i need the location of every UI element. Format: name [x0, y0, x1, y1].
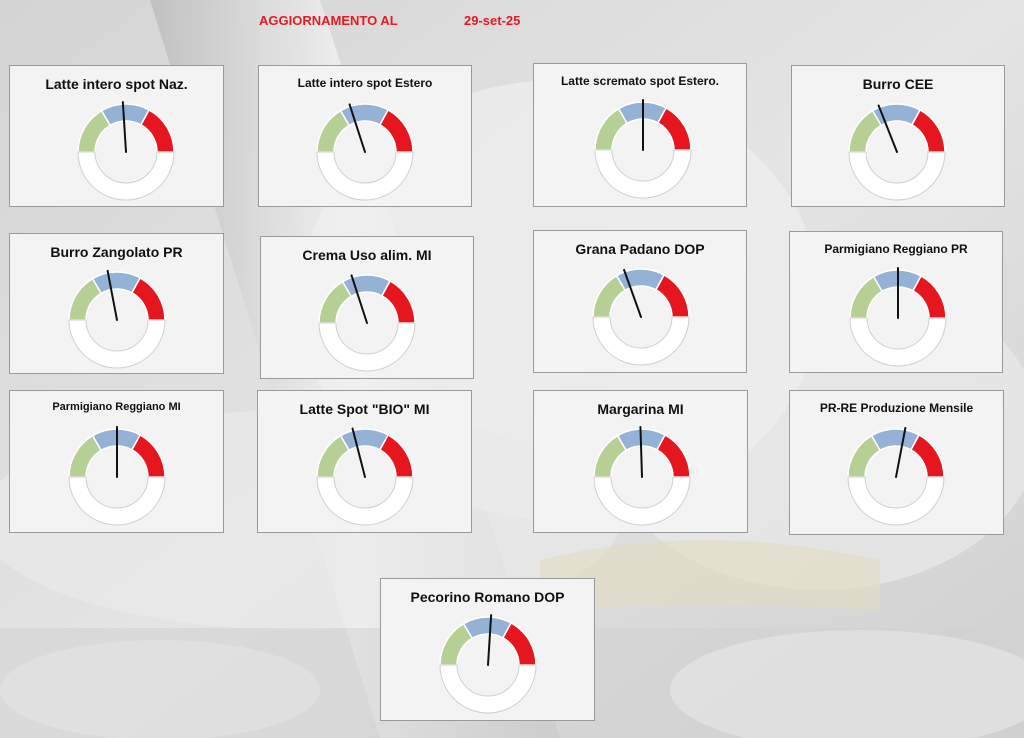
- gauge-needle: [351, 427, 366, 478]
- update-date: 29-set-25: [464, 13, 521, 28]
- gauge-band-high: [910, 108, 946, 153]
- gauge-card-burro-cee: Burro CEE: [791, 65, 1005, 207]
- gauge-card-latte-intero-spot-naz: Latte intero spot Naz.: [9, 65, 224, 207]
- gauge-band-high: [130, 276, 166, 321]
- update-header: AGGIORNAMENTO AL 29-set-25: [0, 13, 1024, 33]
- gauge-card-pecorino-romano-dop: Pecorino Romano DOP: [380, 578, 595, 721]
- gauge-chart: [316, 427, 414, 526]
- gauge-chart: [594, 99, 692, 199]
- gauge-band-high: [911, 274, 947, 319]
- gauge-card-crema-uso-alim-mi: Crema Uso alim. MI: [260, 236, 474, 379]
- gauge-chart: [318, 274, 416, 372]
- gauge-base-half: [592, 316, 690, 366]
- gauge-card-margarina-mi: Margarina MI: [533, 390, 748, 533]
- gauge-band-high: [655, 433, 691, 478]
- gauge-needle: [639, 426, 643, 478]
- gauge-base-half: [849, 317, 947, 367]
- gauge-base-half: [68, 476, 166, 526]
- gauge-chart: [439, 614, 537, 714]
- gauge-title: Grana Padano DOP: [575, 241, 705, 257]
- gauge-needle: [348, 103, 366, 153]
- gauge-chart: [316, 103, 414, 201]
- gauge-band-high: [501, 621, 537, 666]
- gauge-base-half: [847, 476, 945, 526]
- gauge-card-latte-intero-spot-estero: Latte intero spot Estero: [258, 65, 472, 207]
- gauge-title: Pecorino Romano DOP: [410, 589, 565, 605]
- gauge-needle: [106, 269, 118, 321]
- gauge-base-half: [316, 151, 414, 201]
- gauge-base-half: [594, 149, 692, 199]
- gauge-title: Burro CEE: [862, 76, 934, 92]
- gauge-band-high: [909, 433, 945, 478]
- gauge-chart: [847, 426, 945, 526]
- gauge-needle: [895, 426, 907, 478]
- gauge-title: Parmigiano Reggiano MI: [52, 401, 181, 413]
- gauge-title: Latte Spot "BIO" MI: [299, 401, 430, 417]
- gauge-chart: [593, 426, 691, 526]
- gauge-title: Margarina MI: [597, 401, 684, 417]
- gauge-band-high: [378, 433, 414, 478]
- gauge-title: Latte intero spot Estero: [297, 76, 433, 90]
- gauge-base-half: [318, 322, 416, 372]
- gauge-band-high: [378, 108, 414, 153]
- gauge-card-latte-scremato-spot-estero: Latte scremato spot Estero.: [533, 63, 747, 207]
- gauge-band-high: [656, 106, 692, 151]
- update-label: AGGIORNAMENTO AL: [259, 13, 398, 28]
- gauge-base-half: [848, 151, 946, 201]
- gauge-card-latte-spot-bio-mi: Latte Spot "BIO" MI: [257, 390, 472, 533]
- gauge-chart: [68, 426, 166, 526]
- gauge-card-parmigiano-reggiano-mi: Parmigiano Reggiano MI: [9, 390, 224, 533]
- gauge-chart: [592, 268, 690, 366]
- gauge-chart: [848, 103, 946, 201]
- gauge-band-high: [130, 433, 166, 478]
- gauge-band-high: [139, 108, 175, 153]
- gauge-needle: [350, 274, 368, 324]
- gauge-title: Parmigiano Reggiano PR: [824, 242, 968, 256]
- gauge-title: Burro Zangolato PR: [50, 244, 183, 260]
- gauge-title: Latte scremato spot Estero.: [560, 74, 720, 88]
- gauge-card-pr-re-produzione-mensile: PR-RE Produzione Mensile: [789, 390, 1004, 535]
- gauge-title: Latte intero spot Naz.: [45, 76, 188, 92]
- gauge-card-grana-padano-dop: Grana Padano DOP: [533, 230, 747, 373]
- gauge-band-high: [654, 273, 690, 318]
- gauge-card-burro-zangolato-pr: Burro Zangolato PR: [9, 233, 224, 374]
- gauge-base-half: [593, 476, 691, 526]
- gauge-needle: [121, 101, 127, 153]
- gauge-needle: [487, 614, 493, 666]
- gauge-base-half: [316, 476, 414, 526]
- gauge-card-parmigiano-reggiano-pr: Parmigiano Reggiano PR: [789, 231, 1003, 373]
- gauge-chart: [77, 101, 175, 201]
- gauge-chart: [849, 267, 947, 367]
- gauge-base-half: [439, 664, 537, 714]
- gauge-chart: [68, 269, 166, 369]
- gauge-needle: [623, 268, 642, 318]
- gauge-needle: [877, 104, 898, 153]
- gauge-base-half: [68, 319, 166, 369]
- gauge-title: PR-RE Produzione Mensile: [819, 401, 974, 415]
- gauge-band-high: [380, 279, 416, 324]
- gauge-title: Crema Uso alim. MI: [302, 247, 432, 263]
- gauge-base-half: [77, 151, 175, 201]
